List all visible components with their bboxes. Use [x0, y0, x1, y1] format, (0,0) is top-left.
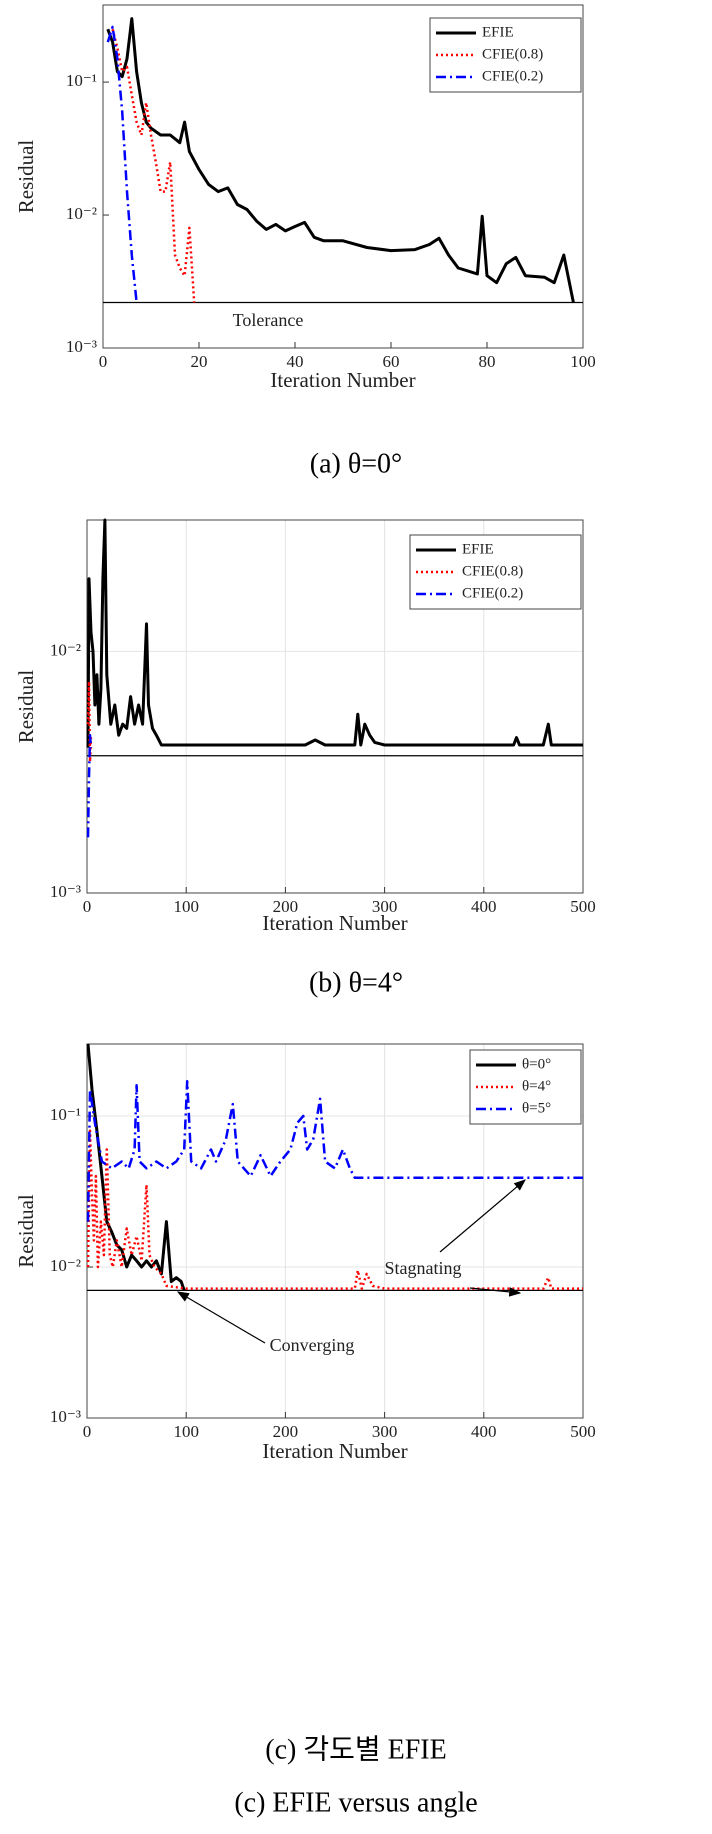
x-tick-label: 500	[570, 1422, 596, 1441]
y-tick-label: 10⁻¹	[50, 1105, 81, 1124]
axes-frame	[86, 1043, 584, 1419]
x-tick-label: 100	[173, 1422, 199, 1441]
series-line	[86, 518, 583, 748]
legend-label: EFIE	[462, 541, 494, 557]
series-line	[111, 28, 196, 303]
series-line	[86, 1129, 583, 1290]
legend-box	[409, 534, 582, 610]
legend-label: θ=5°	[522, 1100, 551, 1116]
caption: (a) θ=0°	[310, 448, 402, 479]
x-tick-label: 400	[471, 897, 497, 916]
y-tick-label: 10⁻³	[50, 1407, 81, 1426]
y-tick-label: 10⁻³	[66, 337, 97, 356]
series-line	[106, 17, 575, 303]
y-tick-label: 10⁻¹	[66, 71, 97, 90]
legend-label: θ=4°	[522, 1078, 551, 1094]
legend-label: CFIE(0.2)	[482, 68, 543, 84]
x-tick-label: 500	[570, 897, 596, 916]
x-tick-label: 200	[273, 897, 299, 916]
legend-label: CFIE(0.8)	[462, 563, 523, 579]
x-axis-label: Iteration Number	[262, 1439, 407, 1463]
legend-box	[469, 1049, 582, 1125]
legend-label: EFIE	[482, 24, 514, 40]
legend-label: CFIE(0.2)	[462, 585, 523, 601]
caption: (b) θ=4°	[309, 967, 403, 998]
series-line	[86, 1043, 186, 1291]
legend-box	[429, 17, 582, 93]
series-line	[106, 25, 138, 303]
annotation: Tolerance	[233, 310, 304, 330]
annotation: Converging	[270, 1335, 355, 1355]
annotation-arrow	[176, 1291, 266, 1344]
x-tick-label: 0	[99, 352, 108, 371]
caption: (c) 각도별 EFIE	[265, 1734, 446, 1765]
legend-label: CFIE(0.8)	[482, 46, 543, 62]
x-tick-label: 40	[287, 352, 304, 371]
x-axis-label: Iteration Number	[262, 911, 407, 935]
x-tick-label: 100	[173, 897, 199, 916]
axes-frame	[102, 4, 584, 349]
x-tick-label: 300	[372, 1422, 398, 1441]
y-axis-label: Residual	[14, 140, 38, 214]
x-tick-label: 300	[372, 897, 398, 916]
x-tick-label: 80	[479, 352, 496, 371]
series-line	[86, 733, 93, 838]
legend-label: θ=0°	[522, 1056, 551, 1072]
x-tick-label: 200	[273, 1422, 299, 1441]
y-axis-label: Residual	[14, 1194, 38, 1268]
annotation-arrow	[469, 1287, 522, 1297]
y-tick-label: 10⁻²	[50, 640, 81, 659]
x-tick-label: 100	[570, 352, 596, 371]
y-tick-label: 10⁻²	[66, 204, 97, 223]
x-axis-label: Iteration Number	[270, 368, 415, 392]
x-tick-label: 400	[471, 1422, 497, 1441]
y-tick-label: 10⁻³	[50, 882, 81, 901]
series-line	[86, 1079, 583, 1222]
caption: (c) EFIE versus angle	[234, 1787, 477, 1818]
annotation-arrow	[439, 1179, 526, 1253]
annotation: Stagnating	[385, 1258, 462, 1278]
y-axis-label: Residual	[14, 670, 38, 744]
x-tick-label: 60	[383, 352, 400, 371]
x-tick-label: 20	[191, 352, 208, 371]
x-tick-label: 0	[83, 1422, 92, 1441]
x-tick-label: 0	[83, 897, 92, 916]
y-tick-label: 10⁻²	[50, 1256, 81, 1275]
